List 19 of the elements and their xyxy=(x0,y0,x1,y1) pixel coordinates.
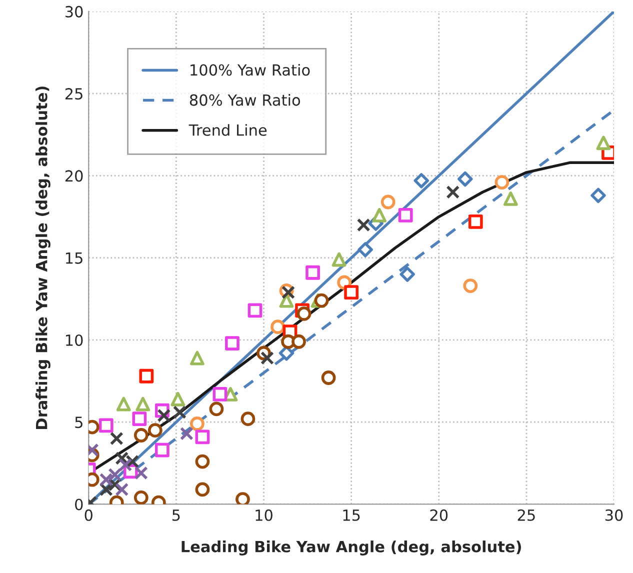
x-tick-label: 30 xyxy=(605,509,623,521)
y-axis-title: Drafting Bike Yaw Angle (deg, absolute) xyxy=(36,86,50,429)
x-tick-label: 5 xyxy=(172,510,180,521)
x-tick-label: 25 xyxy=(518,509,535,521)
x-tick-label: 15 xyxy=(343,510,360,521)
legend-label: 80% Yaw Ratio xyxy=(190,94,300,106)
y-tick-label: 5 xyxy=(75,416,82,428)
y-tick-label: 15 xyxy=(66,252,82,264)
y-tick-label: 20 xyxy=(65,170,83,182)
x-tick-label: 20 xyxy=(430,509,448,521)
y-tick-label: 0 xyxy=(75,498,83,510)
y-tick-label: 25 xyxy=(65,88,82,100)
y-tick-label: 10 xyxy=(66,334,83,346)
x-tick-label: 10 xyxy=(256,509,272,521)
x-axis-title: Leading Bike Yaw Angle (deg, absolute) xyxy=(182,540,521,556)
y-tick-label: 30 xyxy=(65,6,83,18)
legend-label: 100% Yaw Ratio xyxy=(190,64,310,76)
legend-label: Trend Line xyxy=(188,124,267,136)
x-tick-label: 0 xyxy=(84,509,92,521)
